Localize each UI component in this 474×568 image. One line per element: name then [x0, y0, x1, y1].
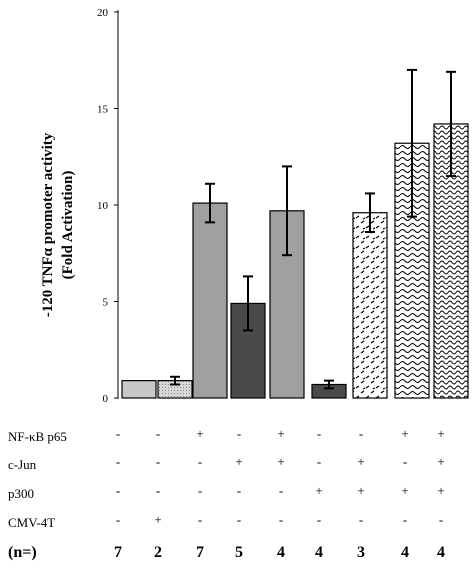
- table-cell: -: [156, 454, 160, 469]
- y-ticks: 0 5 10 15 20: [97, 7, 118, 405]
- table-cell: +: [357, 454, 364, 469]
- table-cell: -: [439, 512, 443, 527]
- table-cell: +: [401, 426, 408, 441]
- table-cell: -: [198, 512, 202, 527]
- table-cell: -: [156, 483, 160, 498]
- bar: [121, 380, 157, 399]
- y-tick-label: 5: [103, 297, 109, 309]
- table-cell: -: [359, 426, 363, 441]
- bar: [352, 212, 388, 399]
- table-cell: +: [437, 454, 444, 469]
- table-cell: -: [279, 483, 283, 498]
- y-label: -120 TNFα promoter activity (Fold Activa…: [40, 132, 76, 317]
- condition-table: NF-κB p65 - - + - + - - + + c-Jun - - - + + - + - + p300 - - - -…: [8, 426, 445, 561]
- table-cell: -: [279, 512, 283, 527]
- table-cell: -: [116, 512, 120, 527]
- table-cell: -: [156, 426, 160, 441]
- n-value: 4: [277, 544, 285, 561]
- table-cell: -: [403, 454, 407, 469]
- table-cell: +: [235, 454, 242, 469]
- table-cell: -: [237, 426, 241, 441]
- table-cell: +: [357, 483, 364, 498]
- table-cell: -: [359, 512, 363, 527]
- table-cell: -: [237, 483, 241, 498]
- table-cell: +: [277, 454, 284, 469]
- n-value: 3: [357, 544, 365, 561]
- table-cell: -: [317, 454, 321, 469]
- n-value: 7: [114, 544, 122, 561]
- table-cell: +: [277, 426, 284, 441]
- table-cell: -: [116, 454, 120, 469]
- table-cell: -: [116, 426, 120, 441]
- y-tick-label: 20: [97, 7, 109, 19]
- row-label: c-Jun: [8, 457, 37, 472]
- n-label: (n=): [8, 544, 37, 561]
- table-cell: +: [437, 426, 444, 441]
- table-cell: -: [317, 512, 321, 527]
- table-cell: +: [196, 426, 203, 441]
- bars: [121, 68, 469, 399]
- row-label: NF-κB p65: [8, 429, 67, 444]
- y-label-line1: -120 TNFα promoter activity: [40, 132, 56, 317]
- row-label: CMV-4T: [8, 515, 55, 530]
- table-cell: -: [198, 483, 202, 498]
- table-cell: -: [403, 512, 407, 527]
- table-cell: +: [437, 483, 444, 498]
- n-value: 4: [437, 544, 445, 561]
- y-tick-label: 15: [97, 104, 109, 116]
- table-cell: +: [315, 483, 322, 498]
- y-tick-label: 10: [97, 200, 109, 212]
- table-cell: +: [154, 512, 161, 527]
- n-value: 5: [235, 544, 243, 561]
- table-cell: -: [237, 512, 241, 527]
- table-cell: -: [317, 426, 321, 441]
- table-cell: -: [116, 483, 120, 498]
- n-value: 7: [196, 544, 204, 561]
- y-tick-label: 0: [103, 393, 109, 405]
- y-label-line2: (Fold Activation): [60, 171, 76, 280]
- n-value: 4: [315, 544, 323, 561]
- bar: [192, 202, 228, 399]
- table-cell: +: [401, 483, 408, 498]
- table-cell: -: [198, 454, 202, 469]
- n-value: 4: [401, 544, 409, 561]
- row-label: p300: [8, 486, 34, 501]
- n-value: 2: [154, 544, 162, 561]
